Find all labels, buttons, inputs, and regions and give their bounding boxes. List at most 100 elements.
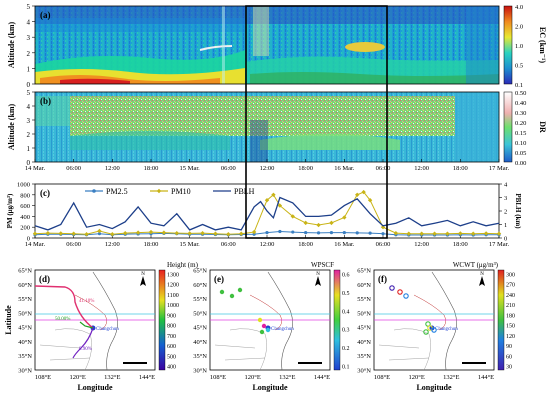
series-point-pm10 bbox=[419, 231, 424, 236]
panel-b-xtick-label: 12:00 bbox=[414, 165, 429, 172]
series-point-pm10 bbox=[303, 220, 308, 226]
series-point-pm25 bbox=[291, 230, 295, 234]
panel-a-ylabel: Altitude (km) bbox=[7, 21, 16, 68]
panel-c-y2tick-label: 4 bbox=[504, 182, 508, 189]
panel-b-xtick-label: 12:00 bbox=[105, 165, 120, 172]
legend-label-pblh: PBLH bbox=[234, 187, 255, 196]
series-point-pm10 bbox=[148, 229, 154, 235]
panel-c-ytick-label: 0 bbox=[27, 236, 30, 243]
map-colorbar-tick: 300 bbox=[506, 273, 515, 279]
panel-a-yticks: 0 1 2 3 4 5 bbox=[27, 3, 35, 89]
map-lat-tick: 35°N bbox=[18, 353, 32, 360]
map-lat-tick: 35°N bbox=[193, 353, 207, 360]
series-point-pm10 bbox=[71, 231, 76, 236]
map-lat-tick: 45°N bbox=[18, 325, 32, 332]
trajectory-annotation: 41.10% bbox=[79, 299, 94, 304]
panel-c-y2tick-label: 0 bbox=[504, 236, 507, 243]
panel-c-xtick-label: 15 Mar. bbox=[180, 241, 201, 248]
panel-b-ytick-label: 5 bbox=[27, 89, 31, 97]
scale-bar bbox=[462, 362, 486, 364]
map-colorbar-tick: 0.2 bbox=[342, 346, 350, 352]
series-point-pm25 bbox=[304, 231, 308, 235]
panel-a-cbar-tick: 0.1 bbox=[515, 82, 523, 89]
wpscf-grid-cell bbox=[261, 323, 267, 329]
map-panel-e: Changchun N (e) 65°N 60°N 55°N 50°N 45°N 40°N 35°… bbox=[193, 261, 349, 392]
map-lat-tick: 40°N bbox=[357, 339, 371, 346]
map-lon-tick: 132°E bbox=[279, 374, 295, 381]
series-point-pm25 bbox=[329, 231, 334, 235]
scale-bar bbox=[123, 362, 147, 364]
series-point-pm10 bbox=[496, 231, 502, 236]
panel-c-label: (c) bbox=[40, 188, 50, 198]
panel-b-xtick-label: 18:00 bbox=[144, 165, 159, 172]
panel-c-xtick-label: 18:00 bbox=[144, 241, 159, 248]
panel-a-label: (a) bbox=[40, 10, 51, 20]
map-lon-tick: 120°E bbox=[70, 374, 86, 381]
panel-a-cbar-tick: 4.0 bbox=[515, 4, 523, 11]
panel-b-colorbar bbox=[503, 91, 513, 163]
north-label: N bbox=[141, 272, 145, 277]
map-colorbar-f bbox=[497, 269, 505, 371]
trajectory-3 bbox=[72, 327, 94, 359]
panel-c-xtick-label: 14 Mar. bbox=[25, 241, 46, 248]
panel-a-colorbar bbox=[503, 5, 513, 85]
map-lat-tick: 30°N bbox=[357, 368, 371, 375]
map-lon-tick: 120°E bbox=[245, 374, 261, 381]
panel-b-yticks: 0 1 2 3 4 5 bbox=[27, 89, 35, 167]
map-colorbar-title-d: Height (m) bbox=[167, 261, 199, 269]
trajectory-1 bbox=[34, 285, 94, 329]
panel-b-colorbar-ticks: 0.50 0.40 0.30 0.20 0.15 0.10 0.05 0.00 bbox=[515, 90, 526, 167]
map-colorbar-tick: 270 bbox=[506, 283, 515, 289]
map-colorbar-tick: 400 bbox=[167, 365, 176, 371]
highlight-box bbox=[245, 5, 388, 239]
series-point-pm10 bbox=[226, 232, 231, 237]
series-point-pm10 bbox=[316, 222, 321, 228]
map-lat-tick: 45°N bbox=[193, 325, 207, 332]
panel-c-xtick-label: 17 Mar. bbox=[489, 241, 510, 248]
panel-c-xtick-label: 18:00 bbox=[453, 241, 468, 248]
series-point-pm25 bbox=[368, 231, 372, 235]
wpscf-grid-cell bbox=[237, 287, 243, 293]
map-xlabel: Longitude bbox=[252, 383, 288, 392]
panel-b-xtick-label: 06:00 bbox=[376, 165, 391, 172]
series-point-pm10 bbox=[32, 231, 38, 236]
map-colorbar-tick: 800 bbox=[167, 324, 176, 330]
map-lat-tick: 55°N bbox=[18, 296, 32, 303]
map-colorbar-tick: 150 bbox=[506, 324, 515, 330]
panel-b-xtick-label: 06:00 bbox=[66, 165, 81, 172]
series-point-pm10 bbox=[251, 229, 257, 235]
panel-c-ylabel: PM (μg/m³) bbox=[6, 193, 14, 228]
series-point-pm25 bbox=[278, 229, 282, 234]
wpscf-grid-cell bbox=[259, 329, 265, 335]
map-lat-tick: 55°N bbox=[357, 296, 371, 303]
map-colorbar-tick: 700 bbox=[167, 334, 176, 340]
panel-b-xtick-label: 16 Mar. bbox=[334, 165, 355, 172]
north-arrow-icon bbox=[315, 276, 321, 286]
map-lon-tick: 108°E bbox=[35, 374, 51, 381]
map-colorbar-tick: 900 bbox=[167, 313, 176, 319]
series-point-pm10 bbox=[161, 230, 167, 235]
map-lat-tick: 55°N bbox=[193, 296, 207, 303]
map-lat-tick: 50°N bbox=[18, 310, 32, 317]
map-panels: Latitude Changchun N (d) 65°N 60°N 55°N 50°N 45°… bbox=[4, 261, 515, 392]
panel-b-label: (b) bbox=[40, 96, 51, 106]
city-label: Changchun bbox=[271, 327, 294, 332]
coastline bbox=[431, 271, 457, 371]
panel-a-ytick-label: 3 bbox=[27, 34, 31, 42]
map-xlabel: Longitude bbox=[416, 383, 452, 392]
map-lat-tick: 30°N bbox=[193, 368, 207, 375]
panel-b-colorbar-label: DR bbox=[538, 121, 547, 133]
panel-c-ytick-label: 800 bbox=[20, 192, 30, 199]
panel-c-xtick-label: 12:00 bbox=[260, 241, 275, 248]
panel-b-ylabel: Altitude (km) bbox=[7, 103, 16, 150]
map-colorbar-d bbox=[158, 269, 166, 371]
trajectory-annotation: 50.00% bbox=[55, 317, 70, 322]
panel-a-ytick-label: 5 bbox=[27, 3, 31, 11]
wcwt-grid-cell bbox=[423, 329, 429, 335]
trajectories: 41.10% 50.00% 8.90% bbox=[34, 285, 94, 359]
map-colorbar-tick: 1200 bbox=[167, 283, 179, 289]
series-point-pm10 bbox=[110, 232, 115, 237]
series-point-pm10 bbox=[445, 231, 450, 236]
panel-a-colorbar-ticks: 4.0 2.0 1.0 0.5 0.1 bbox=[515, 4, 523, 89]
panel-c-legend: PM2.5 PM10 PBLH bbox=[85, 187, 255, 196]
